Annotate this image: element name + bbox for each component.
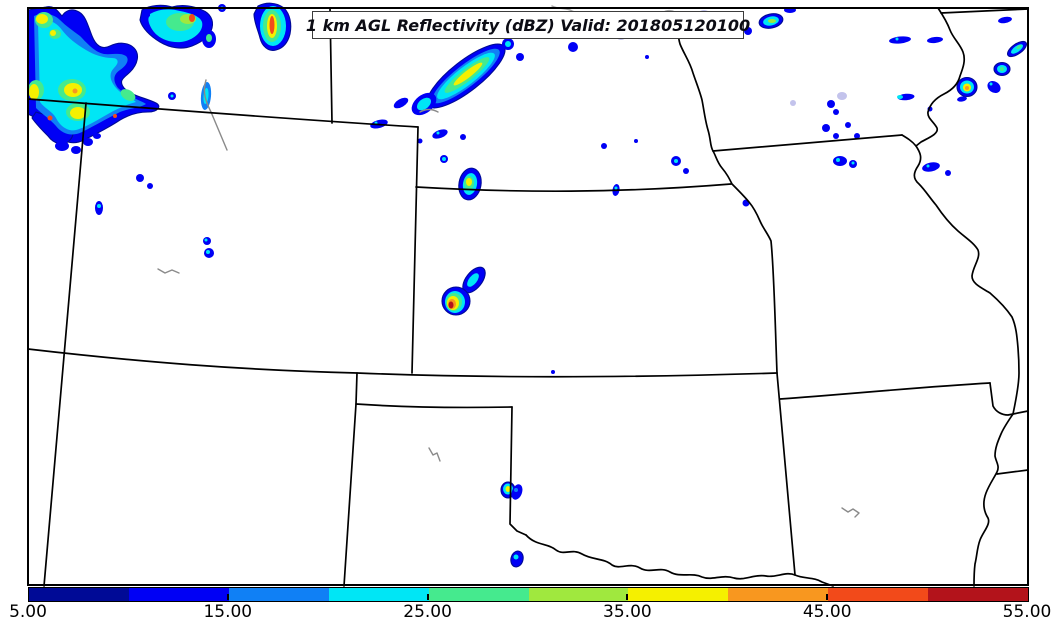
colorbar-label-55: 55.00 <box>1002 602 1052 622</box>
state-borders <box>27 7 1029 587</box>
colorbar-label-35: 35.00 <box>603 602 652 622</box>
border-missouri-arkansas <box>779 382 991 400</box>
river-fragment-colorado <box>157 268 180 274</box>
colorbar <box>28 587 1029 602</box>
colorbar-segment-10-15 <box>128 588 229 601</box>
colorbar-segment-25-30 <box>428 588 529 601</box>
border-kentucky-tennessee-stub <box>1012 410 1029 415</box>
colorbar-tick-25 <box>426 594 429 600</box>
border-wyoming-colorado-41n <box>27 98 419 128</box>
border-colorado-kansas-102w <box>411 126 419 374</box>
border-missouri-bootheel <box>989 382 1014 416</box>
radar-cluster-northwest-wyoming <box>27 6 160 215</box>
river-fragment-cheyenne <box>419 108 439 113</box>
colorbar-segment-40-45 <box>728 588 829 601</box>
colorbar-label-45: 45.00 <box>802 602 852 622</box>
colorbar-label-5: 5.00 <box>9 602 47 622</box>
border-iowa-missouri <box>712 134 903 152</box>
border-kansas-nebraska-40n <box>415 183 732 193</box>
colorbar-label-25: 25.00 <box>403 602 452 622</box>
colorbar-label-15: 15.00 <box>203 602 253 622</box>
colorbar-segment-45-50 <box>828 588 929 601</box>
radar-dots-colorado-west <box>203 237 214 258</box>
border-red-river <box>525 534 834 587</box>
colorbar-segment-20-25 <box>328 588 429 601</box>
radar-cell-texas <box>510 550 524 568</box>
colorbar-segment-5-10 <box>29 588 129 601</box>
border-newmexico-texas-103w <box>343 372 358 587</box>
border-oklahoma-arkansas <box>776 372 796 576</box>
radar-cell-panhandle-border <box>458 167 482 201</box>
border-37n-co-nm-ks-ok <box>27 348 778 378</box>
border-missouri-west <box>674 11 778 374</box>
colorbar-segment-35-40 <box>628 588 729 601</box>
border-mississippi-river <box>913 7 1020 587</box>
colorbar-tick-35 <box>626 594 629 600</box>
page-title: 1 km AGL Reflectivity (dBZ) Valid: 20180… <box>305 15 751 35</box>
river-lines <box>157 5 860 518</box>
colorbar-tick-15 <box>226 594 229 600</box>
radar-cells-iowa-missouri-river <box>742 7 951 207</box>
border-tennessee-mississippi-stub <box>996 469 1029 475</box>
border-wisconsin-illinois-stub <box>940 8 1029 14</box>
colorbar-segment-15-20 <box>228 588 329 601</box>
radar-cluster-north-montana <box>139 4 226 110</box>
radar-cell-oklahoma <box>500 481 523 500</box>
radar-cell-north-strong <box>253 2 292 51</box>
colorbar-segment-30-35 <box>528 588 629 601</box>
border-colorado-utah-109w <box>43 102 87 587</box>
radar-cell-colorado <box>441 266 486 316</box>
radar-streak-nebraska-panhandle <box>370 38 524 163</box>
border-des-moines-river <box>901 134 917 147</box>
map-frame <box>27 7 1029 586</box>
radar-dots-nebraska-kansas <box>551 27 752 374</box>
arkansas-river-fragment <box>841 507 860 518</box>
radar-cells-northeast-corner <box>897 16 1028 112</box>
title-box: 1 km AGL Reflectivity (dBZ) Valid: 20180… <box>306 11 750 39</box>
colorbar-tick-45 <box>826 594 829 600</box>
colorbar-segment-50-55 <box>928 588 1029 601</box>
border-texas-oklahoma-100w <box>509 406 527 536</box>
canadian-river-fragment <box>428 447 441 462</box>
border-texas-oklahoma-365n <box>355 403 513 409</box>
